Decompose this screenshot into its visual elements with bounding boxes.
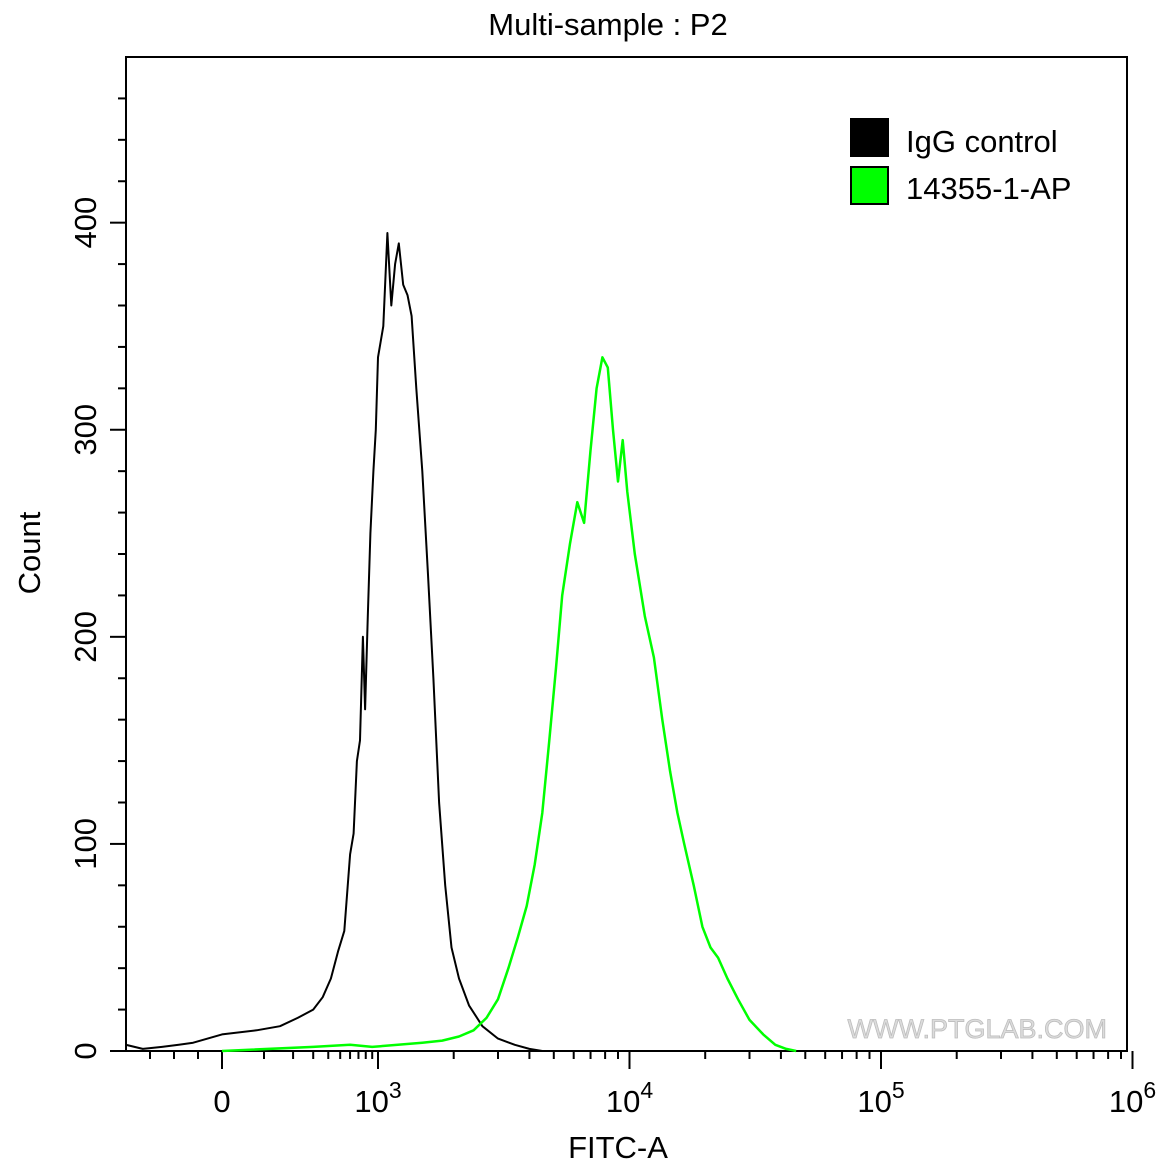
legend-label-igg-control: IgG control: [906, 124, 1058, 159]
y-axis-label: Count: [12, 511, 47, 594]
plot-frame: [125, 56, 1128, 1052]
legend-swatch-igg-control: [850, 118, 889, 157]
series-layer: [125, 232, 797, 1053]
x-axis: 0 103 104 105 106: [149, 1051, 1156, 1119]
chart-title: Multi-sample : P2: [488, 7, 727, 42]
x-tick-label: 0: [213, 1084, 230, 1119]
series-line-14355-1-ap: [221, 356, 797, 1053]
watermark: WWW.PTGLAB.COM: [848, 1014, 1108, 1044]
series-line-igg-control: [125, 232, 543, 1052]
y-tick-label: 200: [68, 611, 103, 663]
legend: IgG control 14355-1-AP: [850, 118, 1071, 206]
x-tick-label: 104: [606, 1077, 653, 1119]
y-axis: 0 100 200 300 400: [68, 97, 126, 1060]
legend-swatch-14355-1-ap: [850, 166, 889, 205]
x-tick-label: 103: [354, 1077, 401, 1119]
y-tick-label: 400: [68, 197, 103, 249]
x-axis-label: FITC-A: [568, 1130, 668, 1165]
x-tick-label: 105: [857, 1077, 904, 1119]
y-tick-label: 100: [68, 818, 103, 870]
x-tick-label: 106: [1109, 1077, 1156, 1119]
y-tick-label: 300: [68, 404, 103, 456]
y-tick-label: 0: [68, 1042, 103, 1059]
legend-label-14355-1-ap: 14355-1-AP: [906, 171, 1071, 206]
